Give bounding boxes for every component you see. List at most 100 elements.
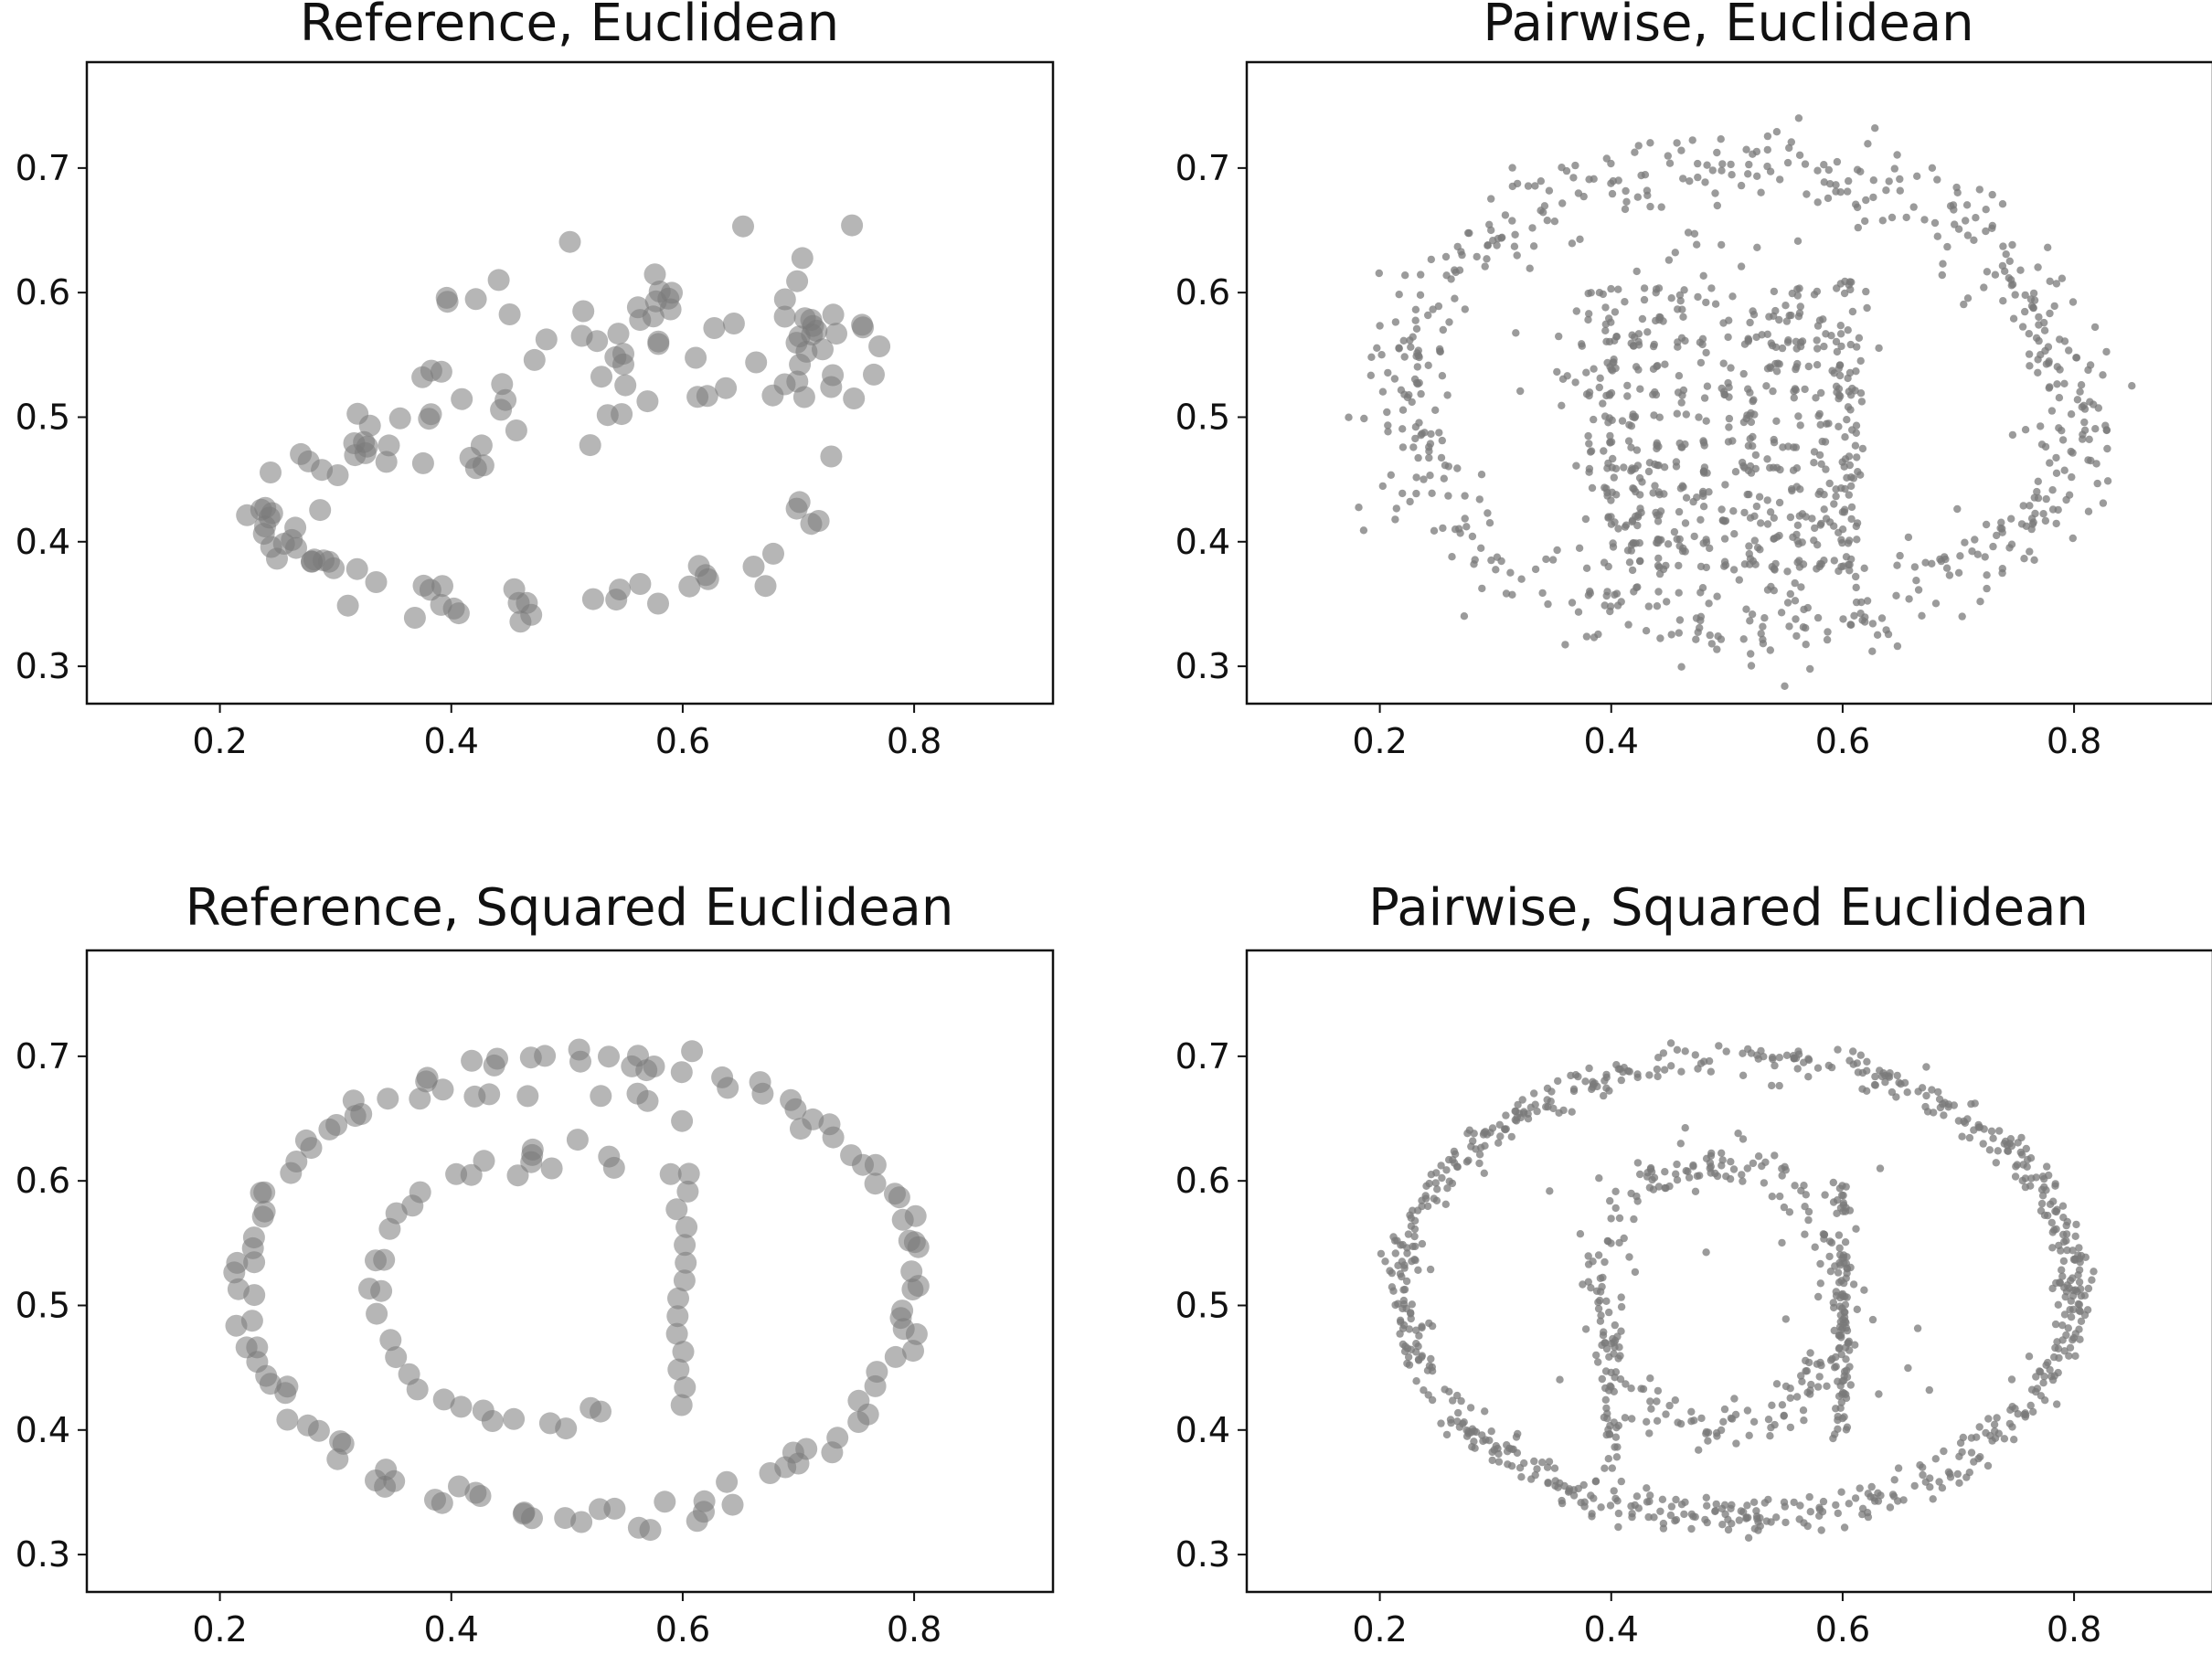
data-point (1963, 294, 1973, 302)
data-point (1627, 467, 1635, 475)
data-point (1708, 166, 1717, 175)
y-tick-label: 0.5 (16, 1285, 70, 1325)
data-point (1973, 550, 1982, 558)
data-point (1845, 281, 1854, 289)
data-point (2053, 1400, 2061, 1408)
data-point (1832, 492, 1840, 501)
data-point (1832, 485, 1840, 493)
data-point (1790, 1498, 1798, 1507)
data-point (1533, 1465, 1541, 1473)
data-point (1407, 1222, 1416, 1230)
data-point (1953, 504, 1962, 514)
data-point (1611, 1204, 1620, 1213)
data-point (1804, 1215, 1813, 1225)
data-point (1633, 193, 1643, 201)
data-point (1650, 1513, 1658, 1522)
data-point (1796, 1501, 1804, 1510)
data-point (2068, 472, 2076, 482)
data-point (1508, 590, 1516, 599)
data-point (1586, 589, 1595, 598)
data-point (2018, 1151, 2026, 1159)
data-point (1581, 1077, 1590, 1086)
data-point (1763, 496, 1771, 504)
data-point (1417, 271, 1425, 279)
data-point (1820, 342, 1828, 351)
data-point (420, 359, 442, 382)
data-point (1696, 612, 1706, 621)
data-point (1803, 1367, 1812, 1375)
data-point (1963, 1115, 1972, 1123)
data-point (1965, 1133, 1974, 1142)
axes-frame (85, 60, 1055, 705)
data-point (1775, 1054, 1784, 1062)
data-point (1514, 1100, 1522, 1109)
data-point (1998, 565, 2006, 573)
data-point (1801, 1203, 1809, 1211)
data-point (671, 1109, 694, 1132)
data-point (1711, 1507, 1719, 1516)
data-point (1667, 631, 1675, 639)
data-point (1484, 509, 1492, 517)
data-point (1622, 521, 1631, 529)
data-point (1398, 406, 1408, 414)
data-point (1781, 1382, 1791, 1391)
data-point (473, 1150, 495, 1172)
data-point (1610, 473, 1619, 482)
data-point (1954, 568, 1963, 577)
data-point (1817, 460, 1825, 468)
data-point (2034, 477, 2042, 485)
data-point (621, 1055, 643, 1077)
data-point (1391, 1236, 1399, 1245)
data-point (1706, 631, 1714, 640)
data-point (1664, 256, 1674, 264)
data-point (1513, 251, 1521, 260)
data-point (1718, 160, 1727, 168)
data-point (1798, 1377, 1806, 1386)
data-point (2065, 491, 2074, 499)
data-point (1698, 334, 1707, 343)
data-point (1853, 1305, 1862, 1314)
data-point (1559, 1106, 1568, 1115)
data-point (1738, 1171, 1746, 1179)
data-point (250, 1182, 272, 1204)
data-point (1841, 1308, 1849, 1317)
data-point (1654, 488, 1663, 496)
data-point (1674, 305, 1682, 313)
data-point (1485, 519, 1494, 527)
data-point (1854, 468, 1862, 476)
data-point (1481, 1128, 1490, 1136)
data-point (1747, 469, 1756, 477)
data-point (818, 1113, 841, 1136)
data-point (1689, 497, 1697, 506)
data-point (1563, 372, 1571, 380)
data-point (2040, 1211, 2049, 1220)
panel-pairwise-squared-euclidean: Pairwise, Squared Euclidean 0.2 0.4 0.6 0.8… (1175, 878, 2212, 1650)
data-point (1585, 391, 1593, 400)
data-point (1836, 322, 1845, 330)
data-point (1727, 160, 1735, 169)
data-point (2046, 383, 2054, 391)
data-point (2062, 1288, 2071, 1296)
data-point (1763, 520, 1772, 528)
data-point (2025, 350, 2034, 358)
data-point (2052, 453, 2060, 462)
data-point (2018, 1176, 2026, 1185)
data-point (1995, 1127, 2004, 1135)
data-point (1985, 1146, 1994, 1154)
data-point (1856, 1051, 1866, 1059)
data-point (1447, 275, 1455, 283)
data-point (1608, 416, 1616, 424)
data-point (1558, 401, 1566, 409)
data-point (1633, 1159, 1643, 1167)
data-point (1429, 305, 1437, 313)
data-point (1611, 308, 1620, 316)
data-point (1803, 1388, 1812, 1397)
data-point (2030, 556, 2038, 564)
data-point (1613, 1332, 1622, 1341)
data-point (1759, 622, 1767, 631)
data-point (1792, 615, 1800, 623)
data-point (1677, 398, 1686, 407)
data-point (1863, 1057, 1871, 1066)
data-point (2103, 477, 2112, 485)
data-point (1480, 1169, 1489, 1178)
